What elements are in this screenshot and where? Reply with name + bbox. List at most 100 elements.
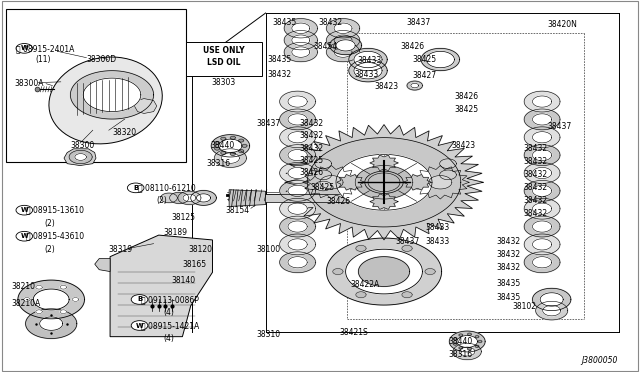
Polygon shape <box>284 19 317 38</box>
Text: 38316: 38316 <box>448 350 472 359</box>
Polygon shape <box>411 83 419 88</box>
Text: (4): (4) <box>163 308 174 317</box>
Polygon shape <box>110 235 212 337</box>
Polygon shape <box>459 347 463 349</box>
Polygon shape <box>36 285 42 289</box>
Polygon shape <box>315 159 332 169</box>
Text: 38432: 38432 <box>496 263 520 272</box>
Polygon shape <box>356 246 366 251</box>
Polygon shape <box>453 343 481 360</box>
Polygon shape <box>221 137 226 140</box>
Text: 38435: 38435 <box>496 293 520 302</box>
Text: 38100: 38100 <box>256 245 280 254</box>
Polygon shape <box>334 35 352 45</box>
Circle shape <box>131 321 148 330</box>
Text: 38435: 38435 <box>268 55 292 64</box>
Polygon shape <box>524 145 560 166</box>
Text: 38432: 38432 <box>524 144 548 153</box>
Polygon shape <box>288 150 307 161</box>
FancyBboxPatch shape <box>6 9 186 162</box>
Polygon shape <box>333 269 343 275</box>
Text: 38140: 38140 <box>172 276 196 285</box>
Text: 38425: 38425 <box>300 156 324 165</box>
Polygon shape <box>288 239 307 250</box>
Ellipse shape <box>49 57 163 144</box>
Text: 38433: 38433 <box>354 70 378 79</box>
Polygon shape <box>336 154 432 210</box>
Polygon shape <box>459 334 463 336</box>
Text: 38432: 38432 <box>300 131 324 140</box>
Text: 38420N: 38420N <box>547 20 577 29</box>
Polygon shape <box>285 125 483 240</box>
Text: 38432: 38432 <box>319 18 343 27</box>
Polygon shape <box>315 170 332 180</box>
Text: 38440: 38440 <box>448 337 472 346</box>
Text: B: B <box>137 296 142 302</box>
Polygon shape <box>288 96 307 107</box>
Text: B: B <box>133 185 138 191</box>
Polygon shape <box>18 280 84 319</box>
Text: 38437: 38437 <box>256 119 280 128</box>
Polygon shape <box>280 127 316 148</box>
Polygon shape <box>532 203 552 214</box>
Text: 38432: 38432 <box>496 250 520 259</box>
Text: Ⓑ 08110-61210: Ⓑ 08110-61210 <box>138 183 195 192</box>
Polygon shape <box>365 171 403 193</box>
Polygon shape <box>532 221 552 232</box>
Text: 38425: 38425 <box>413 55 437 64</box>
Text: 38120: 38120 <box>189 245 212 254</box>
Polygon shape <box>40 317 63 330</box>
Polygon shape <box>334 47 352 57</box>
Text: 38426: 38426 <box>454 92 479 101</box>
Text: 38433: 38433 <box>426 237 450 246</box>
Text: 38432: 38432 <box>524 170 548 179</box>
Text: Ⓦ 08915-13610: Ⓦ 08915-13610 <box>26 206 84 215</box>
Text: 38432: 38432 <box>524 183 548 192</box>
Polygon shape <box>95 259 110 272</box>
Polygon shape <box>214 147 220 150</box>
Polygon shape <box>288 167 307 179</box>
Polygon shape <box>326 42 360 62</box>
Polygon shape <box>303 166 360 199</box>
Polygon shape <box>540 293 563 306</box>
Polygon shape <box>524 180 560 201</box>
Text: 38189: 38189 <box>163 228 187 237</box>
Polygon shape <box>336 40 355 51</box>
Polygon shape <box>280 198 316 219</box>
Polygon shape <box>83 78 141 112</box>
Polygon shape <box>315 181 332 191</box>
Polygon shape <box>288 203 307 214</box>
Polygon shape <box>292 35 310 45</box>
Polygon shape <box>214 141 220 144</box>
Polygon shape <box>288 185 307 196</box>
Text: 38435: 38435 <box>496 279 520 288</box>
Polygon shape <box>191 190 216 205</box>
Polygon shape <box>26 309 77 339</box>
Text: 38426: 38426 <box>326 197 351 206</box>
Text: 38437: 38437 <box>406 18 431 27</box>
Polygon shape <box>402 292 412 298</box>
Polygon shape <box>453 343 457 345</box>
Polygon shape <box>349 60 387 82</box>
Polygon shape <box>475 345 479 347</box>
Text: 38427: 38427 <box>413 71 437 80</box>
Polygon shape <box>532 288 571 311</box>
Polygon shape <box>478 340 482 343</box>
Polygon shape <box>421 48 460 71</box>
Polygon shape <box>214 149 246 167</box>
Text: W: W <box>20 45 28 51</box>
Polygon shape <box>280 91 316 112</box>
Text: 38421S: 38421S <box>339 328 368 337</box>
Polygon shape <box>280 145 316 166</box>
Text: 38433: 38433 <box>426 223 450 232</box>
Polygon shape <box>288 257 307 268</box>
Polygon shape <box>221 153 239 163</box>
Polygon shape <box>346 249 422 294</box>
Circle shape <box>16 44 33 53</box>
Polygon shape <box>75 154 86 160</box>
Text: 38300D: 38300D <box>86 55 116 64</box>
Text: USE ONLY
LSD OIL: USE ONLY LSD OIL <box>203 46 245 67</box>
Text: 38432: 38432 <box>300 144 324 153</box>
Text: J3800050: J3800050 <box>581 356 618 365</box>
Text: 38320: 38320 <box>112 128 136 137</box>
